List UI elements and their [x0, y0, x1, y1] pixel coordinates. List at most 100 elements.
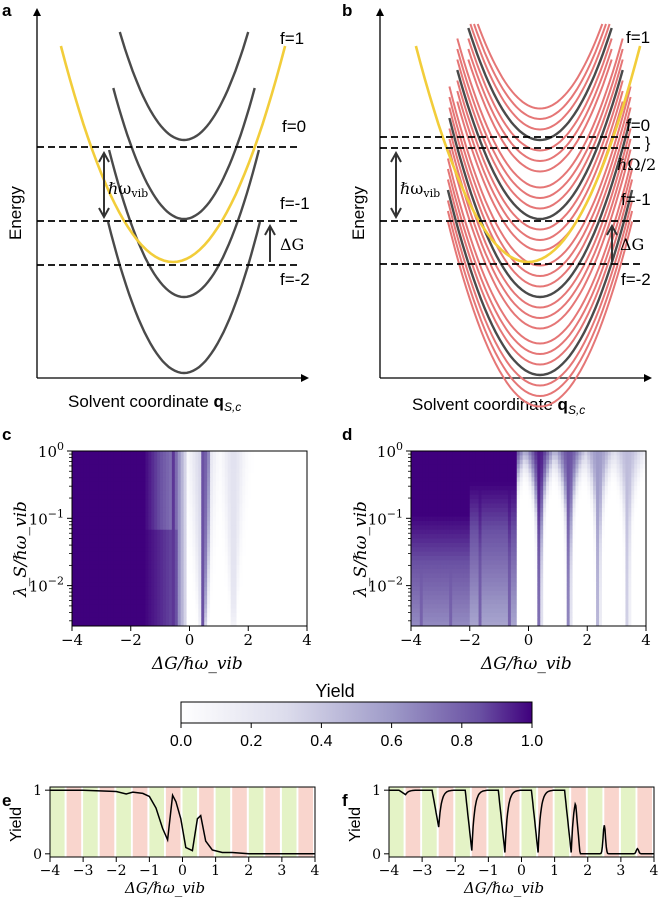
heatmap-cell	[631, 499, 635, 504]
heatmap-cell	[145, 560, 149, 566]
heatmap-cell	[268, 464, 273, 469]
heatmap-cell	[233, 551, 237, 557]
heatmap-cell	[224, 490, 229, 496]
heatmap-cell	[195, 481, 199, 487]
heatmap-cell	[493, 477, 497, 483]
heatmap-cell	[625, 486, 629, 491]
heatmap-cell	[245, 569, 249, 574]
heatmap-cell	[116, 612, 120, 618]
heatmap-cell	[411, 451, 415, 456]
heatmap-cell	[271, 586, 276, 592]
heatmap-cell	[458, 459, 462, 465]
heatmap-cell	[92, 521, 96, 526]
heatmap-cell	[86, 617, 91, 623]
heatmap-cell	[610, 451, 615, 456]
heatmap-cell	[268, 538, 273, 544]
heatmap-cell	[136, 477, 140, 483]
heatmap-cell	[499, 516, 503, 522]
heatmap-cell	[183, 538, 187, 544]
heatmap-cell	[560, 459, 565, 465]
heatmap-cell	[233, 455, 237, 461]
heatmap-cell	[89, 507, 93, 513]
heatmap-cell	[528, 512, 532, 518]
heatmap-cell	[411, 455, 415, 461]
heatmap-cell	[637, 486, 641, 491]
x-tick-label: 2	[243, 631, 253, 649]
heatmap-cell	[107, 621, 111, 627]
heatmap-cell	[183, 499, 187, 504]
heatmap-cell	[107, 538, 111, 544]
heatmap-cell	[166, 564, 170, 570]
heatmap-cell	[107, 486, 111, 491]
heatmap-cell	[198, 621, 202, 627]
heatmap-cell	[625, 503, 629, 509]
heatmap-cell	[142, 591, 146, 596]
heatmap-cell	[265, 591, 270, 596]
heatmap-cell	[463, 503, 468, 509]
heatmap-cell	[262, 577, 267, 583]
heatmap-cell	[292, 468, 296, 474]
heatmap-cell	[590, 529, 594, 535]
heatmap-cell	[236, 551, 240, 557]
heatmap-cell	[640, 516, 644, 522]
heatmap-cell	[575, 516, 579, 522]
heatmap-cell	[74, 564, 79, 570]
heatmap-cell	[166, 490, 170, 496]
heatmap-cell	[160, 595, 164, 601]
heatmap-cell	[643, 529, 647, 535]
heatmap-cell	[440, 468, 444, 474]
heatmap-cell	[95, 564, 99, 570]
heatmap-cell	[215, 521, 220, 526]
heatmap-cell	[174, 507, 179, 513]
heatmap-cell	[466, 472, 471, 478]
heatmap-cell	[422, 464, 427, 469]
heatmap-cell	[119, 490, 123, 496]
heatmap-cell	[575, 459, 579, 465]
heatmap-cell	[484, 529, 488, 535]
heatmap-cell	[505, 455, 509, 461]
heatmap-cell	[80, 468, 85, 474]
heatmap-cell	[230, 525, 234, 531]
heatmap-cell	[245, 521, 249, 526]
heatmap-cell	[549, 494, 553, 500]
heatmap-cell	[101, 529, 105, 535]
heatmap-cell	[95, 538, 99, 544]
heatmap-cell	[189, 464, 193, 469]
heatmap-cell	[133, 608, 138, 614]
heatmap-cell	[174, 582, 179, 588]
heatmap-cell	[215, 529, 220, 535]
heatmap-cell	[204, 586, 208, 592]
heatmap-cell	[98, 472, 102, 478]
heatmap-cell	[83, 459, 88, 465]
heatmap-cell	[218, 451, 223, 456]
heatmap-cell	[295, 569, 299, 574]
heatmap-cell	[113, 542, 117, 548]
heatmap-cell	[534, 477, 538, 483]
heatmap-cell	[528, 481, 532, 487]
heatmap-cell	[113, 595, 117, 601]
heatmap-cell	[210, 512, 214, 518]
heatmap-cell	[428, 534, 432, 539]
heatmap-cell	[262, 547, 267, 553]
heatmap-cell	[257, 542, 261, 548]
heatmap-cell	[221, 499, 226, 504]
heatmap-cell	[207, 529, 211, 535]
y-tick-label: 10−1	[29, 507, 64, 528]
heatmap-cell	[113, 569, 117, 574]
heatmap-cell	[177, 512, 182, 518]
heatmap-cell	[440, 529, 444, 535]
heatmap-cell	[198, 586, 202, 592]
heatmap-cell	[77, 481, 82, 487]
heatmap-cell	[619, 477, 623, 483]
heatmap-cell	[86, 529, 91, 535]
heatmap-cell	[286, 472, 290, 478]
heatmap-cell	[502, 529, 506, 535]
heatmap-cell	[233, 486, 237, 491]
heatmap-cell	[248, 542, 252, 548]
replica-parabola-2-2	[448, 107, 632, 288]
heatmap-cell	[119, 599, 123, 605]
heatmap-cell	[584, 486, 588, 491]
heatmap-cell	[124, 477, 129, 483]
heatmap-cell	[74, 569, 79, 574]
heatmap-cell	[227, 512, 232, 518]
